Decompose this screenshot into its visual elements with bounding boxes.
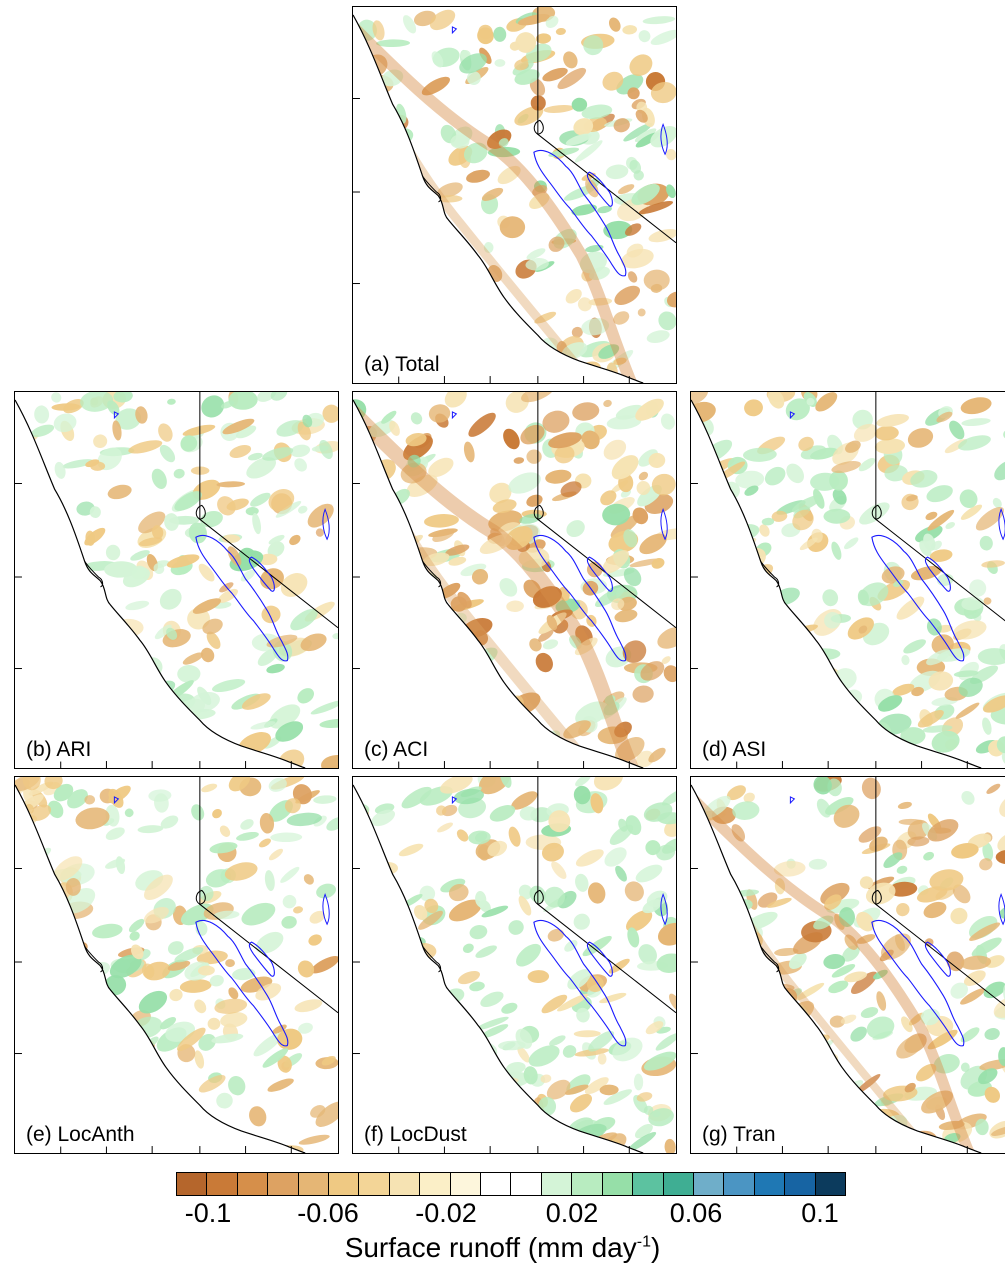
colorbar-box bbox=[663, 1173, 694, 1195]
colorbar-tick-label: -0.1 bbox=[184, 1198, 232, 1228]
field-f bbox=[353, 777, 676, 1153]
colorbar-box bbox=[207, 1173, 238, 1195]
colorbar-box bbox=[359, 1173, 390, 1195]
colorbar-box bbox=[420, 1173, 451, 1195]
panel-label-b: (b) ARI bbox=[24, 738, 94, 762]
colorbar-box bbox=[754, 1173, 786, 1195]
map-a bbox=[353, 7, 676, 383]
colorbar-box bbox=[389, 1173, 421, 1195]
colorbar-tick-label: 0.02 bbox=[545, 1198, 599, 1228]
colorbar-box bbox=[602, 1173, 634, 1195]
colorbar-box bbox=[329, 1173, 360, 1195]
colorbar-box bbox=[724, 1173, 755, 1195]
map-panel-f: (f) LocDust bbox=[352, 776, 677, 1154]
colorbar-title: Surface runoff (mm day-1) bbox=[344, 1232, 661, 1263]
colorbar-tick-label: 0.1 bbox=[801, 1198, 839, 1228]
map-f bbox=[353, 777, 676, 1153]
colorbar-box bbox=[693, 1173, 725, 1195]
map-panel-d: (d) ASI bbox=[690, 391, 1005, 769]
panel-label-c: (c) ACI bbox=[362, 738, 431, 762]
map-g bbox=[691, 777, 1005, 1153]
colorbar-box bbox=[511, 1173, 542, 1195]
colorbar-box bbox=[450, 1173, 482, 1195]
map-e bbox=[15, 777, 338, 1153]
map-panel-b: (b) ARI bbox=[14, 391, 339, 769]
colorbar-tick-label: 0.06 bbox=[669, 1198, 723, 1228]
map-b bbox=[15, 392, 338, 768]
map-d bbox=[691, 392, 1005, 768]
field-a bbox=[353, 7, 676, 383]
colorbar-box bbox=[481, 1173, 512, 1195]
colorbar-box bbox=[633, 1173, 664, 1195]
field-e bbox=[15, 777, 338, 1153]
map-panel-g: (g) Tran bbox=[690, 776, 1005, 1154]
colorbar-tick-label: -0.06 bbox=[297, 1198, 359, 1228]
field-b bbox=[15, 392, 338, 768]
colorbar-box bbox=[572, 1173, 603, 1195]
map-panel-e: (e) LocAnth bbox=[14, 776, 339, 1154]
colorbar-box bbox=[541, 1173, 573, 1195]
panel-label-a: (a) Total bbox=[362, 353, 442, 377]
colorbar-box bbox=[177, 1173, 208, 1195]
field-d bbox=[691, 392, 1005, 768]
colorbar-box bbox=[268, 1173, 299, 1195]
panel-label-g: (g) Tran bbox=[700, 1123, 778, 1147]
colorbar-tick-label: -0.02 bbox=[415, 1198, 477, 1228]
panel-label-f: (f) LocDust bbox=[362, 1123, 469, 1147]
colorbar bbox=[176, 1172, 846, 1196]
panel-label-d: (d) ASI bbox=[700, 738, 769, 762]
colorbar-box bbox=[298, 1173, 330, 1195]
map-c bbox=[353, 392, 676, 768]
field-g bbox=[691, 777, 1005, 1153]
map-panel-c: (c) ACI bbox=[352, 391, 677, 769]
colorbar-box bbox=[785, 1173, 816, 1195]
field-c bbox=[353, 392, 676, 768]
colorbar-box bbox=[815, 1173, 845, 1195]
colorbar-box bbox=[237, 1173, 269, 1195]
map-panel-a: (a) Total bbox=[352, 6, 677, 384]
panel-label-e: (e) LocAnth bbox=[24, 1123, 137, 1147]
